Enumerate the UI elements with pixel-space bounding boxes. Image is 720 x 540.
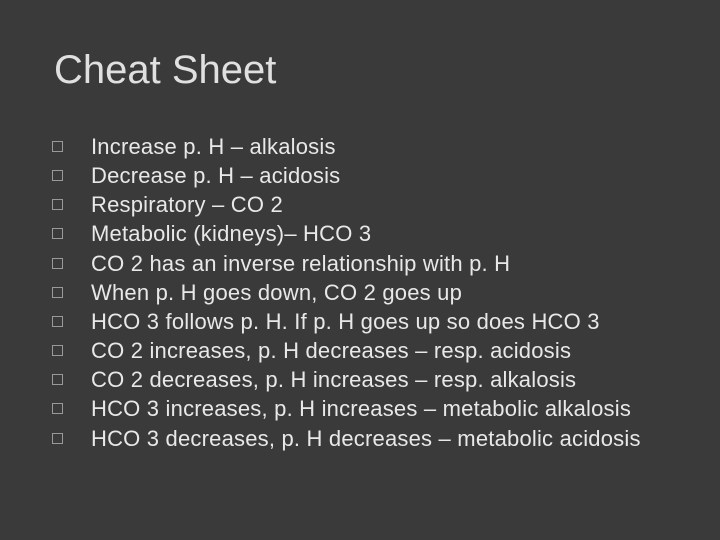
bullet-text: When p. H goes down, CO 2 goes up [91, 279, 462, 307]
bullet-text: CO 2 increases, p. H decreases – resp. a… [91, 337, 571, 365]
list-item: CO 2 decreases, p. H increases – resp. a… [48, 366, 690, 394]
slide-title: Cheat Sheet [54, 48, 690, 93]
square-bullet-icon [52, 258, 63, 269]
square-bullet-icon [52, 170, 63, 181]
square-bullet-icon [52, 316, 63, 327]
list-item: Respiratory – CO 2 [48, 191, 690, 219]
bullet-text: CO 2 decreases, p. H increases – resp. a… [91, 366, 576, 394]
list-item: HCO 3 follows p. H. If p. H goes up so d… [48, 308, 690, 336]
bullet-text: HCO 3 follows p. H. If p. H goes up so d… [91, 308, 600, 336]
list-item: Decrease p. H – acidosis [48, 162, 690, 190]
bullet-list: Increase p. H – alkalosis Decrease p. H … [48, 133, 690, 453]
square-bullet-icon [52, 287, 63, 298]
bullet-text: Increase p. H – alkalosis [91, 133, 336, 161]
square-bullet-icon [52, 345, 63, 356]
list-item: CO 2 has an inverse relationship with p.… [48, 250, 690, 278]
square-bullet-icon [52, 199, 63, 210]
bullet-text: Respiratory – CO 2 [91, 191, 283, 219]
square-bullet-icon [52, 228, 63, 239]
list-item: Increase p. H – alkalosis [48, 133, 690, 161]
list-item: HCO 3 increases, p. H increases – metabo… [48, 395, 690, 423]
list-item: Metabolic (kidneys)– HCO 3 [48, 220, 690, 248]
slide: Cheat Sheet Increase p. H – alkalosis De… [0, 0, 720, 540]
bullet-text: HCO 3 increases, p. H increases – metabo… [91, 395, 631, 423]
bullet-text: CO 2 has an inverse relationship with p.… [91, 250, 510, 278]
bullet-text: HCO 3 decreases, p. H decreases – metabo… [91, 425, 641, 453]
bullet-text: Decrease p. H – acidosis [91, 162, 340, 190]
square-bullet-icon [52, 403, 63, 414]
list-item: HCO 3 decreases, p. H decreases – metabo… [48, 425, 690, 453]
list-item: When p. H goes down, CO 2 goes up [48, 279, 690, 307]
list-item: CO 2 increases, p. H decreases – resp. a… [48, 337, 690, 365]
bullet-text: Metabolic (kidneys)– HCO 3 [91, 220, 371, 248]
square-bullet-icon [52, 141, 63, 152]
square-bullet-icon [52, 374, 63, 385]
square-bullet-icon [52, 433, 63, 444]
